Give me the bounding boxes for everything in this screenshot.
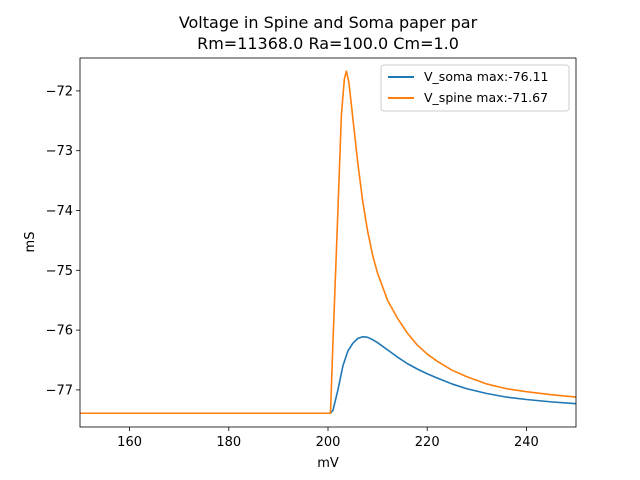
x-tick-label: 220 [415,435,440,450]
series-line-1 [80,70,577,415]
y-axis: −72 −73 −74 −75 −76 −77 [46,84,80,398]
x-tick-label: 180 [216,435,241,450]
x-tick-label: 240 [514,435,539,450]
x-axis-label: mV [317,456,339,471]
y-tick-label: −74 [46,204,73,219]
plot-lines [80,70,577,415]
y-tick-label: −75 [46,264,73,279]
legend-box [380,64,570,112]
legend-label-soma: V_soma max:-76.11 [424,69,549,84]
y-axis-label: mS [23,232,38,253]
legend-label-spine: V_spine max:-71.67 [424,90,548,105]
y-tick-label: −77 [46,383,73,398]
series-line-0 [80,335,577,415]
x-tick-label: 200 [316,435,341,450]
chart-title: Voltage in Spine and Soma paper par [179,13,478,32]
y-tick-label: −72 [46,84,73,99]
legend: V_soma max:-76.11 V_spine max:-71.67 [380,64,570,112]
x-axis: 160 180 200 220 240 [117,427,539,450]
x-tick-label: 160 [117,435,142,450]
y-tick-label: −73 [46,144,73,159]
chart-subtitle: Rm=11368.0 Ra=100.0 Cm=1.0 [197,34,459,53]
y-tick-label: −76 [46,324,73,339]
